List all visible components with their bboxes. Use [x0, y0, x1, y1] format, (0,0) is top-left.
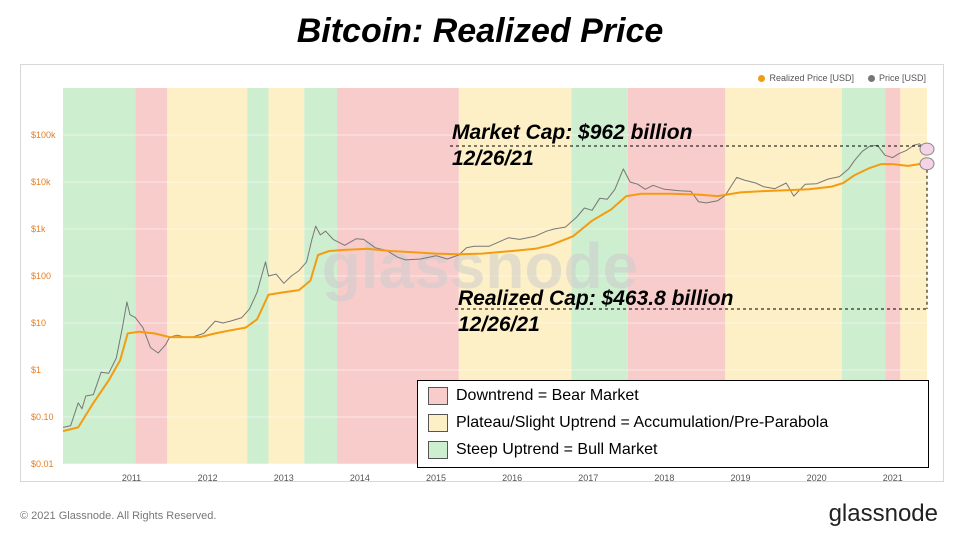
y-tick-label: $10	[31, 318, 46, 328]
realized-dot-icon	[758, 74, 766, 82]
legend-realized[interactable]: Realized Price [USD]	[758, 73, 854, 83]
regime-legend: Downtrend = Bear Market Plateau/Slight U…	[417, 380, 929, 468]
x-tick-label: 2013	[274, 473, 294, 483]
price-dot-icon	[867, 74, 875, 82]
realized-end-marker	[919, 157, 935, 171]
y-tick-label: $1	[31, 365, 41, 375]
market-cap-date: 12/26/21	[452, 147, 534, 170]
legend-realized-label: Realized Price [USD]	[769, 73, 854, 83]
y-tick-label: $0.10	[31, 412, 54, 422]
brand-logo: glassnode	[828, 500, 938, 527]
realized-cap-label: Realized Cap: $463.8 billion	[458, 287, 734, 310]
plateau-label: Plateau/Slight Uptrend = Accumulation/Pr…	[456, 414, 829, 431]
y-tick-label: $0.01	[31, 459, 54, 469]
chart-legend: Realized Price [USD] Price [USD]	[758, 73, 926, 83]
y-axis-ticks: $0.01 $0.10 $1 $10 $100 $1k $10k $100k	[31, 130, 56, 469]
legend-price-label: Price [USD]	[878, 73, 926, 83]
x-tick-label: 2017	[578, 473, 598, 483]
y-tick-label: $100k	[31, 130, 56, 140]
price-line	[62, 143, 928, 428]
realized-cap-annotation: Realized Cap: $463.8 billion 12/26/21	[458, 286, 733, 338]
x-tick-label: 2016	[502, 473, 522, 483]
x-tick-label: 2021	[883, 473, 903, 483]
x-tick-label: 2011	[122, 473, 141, 483]
legend-price[interactable]: Price [USD]	[867, 73, 926, 83]
y-tick-label: $100	[31, 271, 51, 281]
watermark: glassnode	[322, 230, 639, 302]
realized-price-line	[62, 162, 928, 433]
bull-label: Steep Uptrend = Bull Market	[456, 441, 658, 458]
x-axis-ticks: 2011 2012 2013 2014 2015 2016 2017 2018 2019 2020…	[122, 473, 903, 483]
market-cap-annotation: Market Cap: $962 billion 12/26/21	[452, 120, 692, 172]
bear-label: Downtrend = Bear Market	[456, 387, 639, 404]
series-lines	[62, 143, 928, 433]
x-tick-label: 2012	[198, 473, 218, 483]
regime-legend-bear: Downtrend = Bear Market	[428, 384, 928, 408]
copyright: © 2021 Glassnode. All Rights Reserved.	[20, 510, 217, 522]
x-tick-label: 2014	[350, 473, 370, 483]
plateau-swatch	[428, 414, 448, 432]
x-tick-label: 2019	[730, 473, 750, 483]
page-title: Bitcoin: Realized Price	[296, 12, 664, 50]
regime-legend-plateau: Plateau/Slight Uptrend = Accumulation/Pr…	[428, 411, 928, 435]
x-tick-label: 2018	[654, 473, 674, 483]
y-tick-label: $10k	[31, 177, 51, 187]
bear-swatch	[428, 387, 448, 405]
price-end-marker	[919, 142, 935, 156]
x-tick-label: 2020	[807, 473, 827, 483]
bull-swatch	[428, 441, 448, 459]
y-tick-label: $1k	[31, 224, 46, 234]
market-cap-label: Market Cap: $962 billion	[452, 121, 693, 144]
regime-legend-bull: Steep Uptrend = Bull Market	[428, 438, 928, 462]
realized-cap-date: 12/26/21	[458, 313, 540, 336]
annotation-guides	[450, 142, 935, 310]
x-tick-label: 2015	[426, 473, 446, 483]
